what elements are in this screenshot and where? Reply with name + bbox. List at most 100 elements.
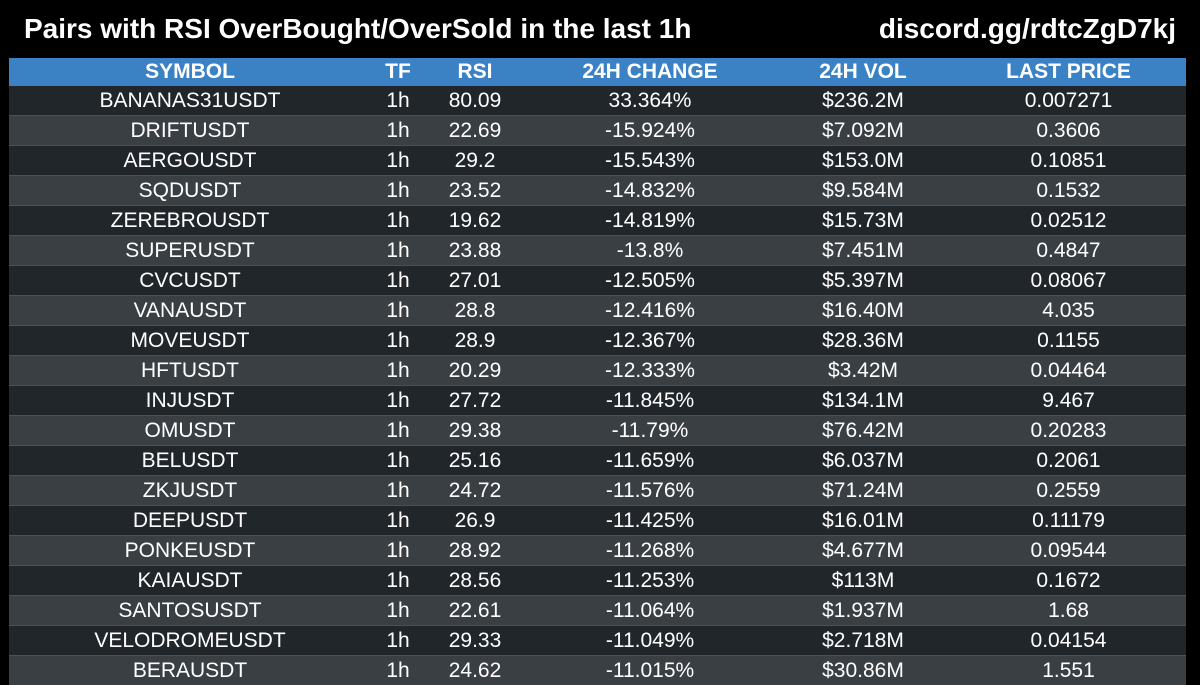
volume-cell: $15.73M [775, 206, 951, 236]
rsi-cell: 28.56 [425, 566, 525, 596]
table-header-row: SYMBOL TF RSI 24H CHANGE 24H VOL LAST PR… [9, 58, 1186, 86]
change-cell: -13.8% [525, 236, 775, 266]
volume-cell: $16.40M [775, 296, 951, 326]
symbol-cell: OMUSDT [9, 416, 371, 446]
symbol-cell: DEEPUSDT [9, 506, 371, 536]
timeframe-cell: 1h [371, 506, 425, 536]
change-cell: 33.364% [525, 86, 775, 116]
rsi-cell: 28.9 [425, 326, 525, 356]
timeframe-cell: 1h [371, 386, 425, 416]
volume-cell: $6.037M [775, 446, 951, 476]
symbol-cell: MOVEUSDT [9, 326, 371, 356]
last-price-cell: 4.035 [951, 296, 1186, 326]
volume-cell: $30.86M [775, 656, 951, 685]
symbol-cell: ZKJUSDT [9, 476, 371, 506]
last-price-cell: 0.10851 [951, 146, 1186, 176]
symbol-cell: AERGOUSDT [9, 146, 371, 176]
timeframe-cell: 1h [371, 206, 425, 236]
timeframe-cell: 1h [371, 236, 425, 266]
rsi-table-container: SYMBOL TF RSI 24H CHANGE 24H VOL LAST PR… [9, 58, 1186, 685]
symbol-cell: SANTOSUSDT [9, 596, 371, 626]
column-header-last-price[interactable]: LAST PRICE [951, 58, 1186, 86]
volume-cell: $9.584M [775, 176, 951, 206]
rsi-cell: 27.01 [425, 266, 525, 296]
symbol-cell: BELUSDT [9, 446, 371, 476]
change-cell: -12.367% [525, 326, 775, 356]
change-cell: -12.416% [525, 296, 775, 326]
change-cell: -14.832% [525, 176, 775, 206]
symbol-cell: DRIFTUSDT [9, 116, 371, 146]
symbol-cell: BANANAS31USDT [9, 86, 371, 116]
last-price-cell: 0.1672 [951, 566, 1186, 596]
rsi-cell: 27.72 [425, 386, 525, 416]
change-cell: -11.253% [525, 566, 775, 596]
column-header-rsi[interactable]: RSI [425, 58, 525, 86]
last-price-cell: 0.09544 [951, 536, 1186, 566]
timeframe-cell: 1h [371, 116, 425, 146]
change-cell: -12.333% [525, 356, 775, 386]
timeframe-cell: 1h [371, 446, 425, 476]
last-price-cell: 0.02512 [951, 206, 1186, 236]
volume-cell: $113M [775, 566, 951, 596]
change-cell: -11.425% [525, 506, 775, 536]
last-price-cell: 0.1155 [951, 326, 1186, 356]
change-cell: -11.576% [525, 476, 775, 506]
volume-cell: $153.0M [775, 146, 951, 176]
symbol-cell: SQDUSDT [9, 176, 371, 206]
symbol-cell: BERAUSDT [9, 656, 371, 685]
rsi-cell: 26.9 [425, 506, 525, 536]
column-header-24h-vol[interactable]: 24H VOL [775, 58, 951, 86]
discord-link[interactable]: discord.gg/rdtcZgD7kj [879, 13, 1176, 45]
last-price-cell: 1.68 [951, 596, 1186, 626]
column-header-24h-change[interactable]: 24H CHANGE [525, 58, 775, 86]
rsi-cell: 22.69 [425, 116, 525, 146]
timeframe-cell: 1h [371, 356, 425, 386]
timeframe-cell: 1h [371, 626, 425, 656]
last-price-cell: 0.08067 [951, 266, 1186, 296]
symbol-cell: VELODROMEUSDT [9, 626, 371, 656]
volume-cell: $236.2M [775, 86, 951, 116]
last-price-cell: 0.04464 [951, 356, 1186, 386]
symbol-cell: VANAUSDT [9, 296, 371, 326]
rsi-cell: 19.62 [425, 206, 525, 236]
last-price-cell: 1.551 [951, 656, 1186, 685]
volume-cell: $134.1M [775, 386, 951, 416]
rsi-cell: 23.88 [425, 236, 525, 266]
rsi-cell: 25.16 [425, 446, 525, 476]
rsi-cell: 24.72 [425, 476, 525, 506]
volume-cell: $28.36M [775, 326, 951, 356]
column-header-tf[interactable]: TF [371, 58, 425, 86]
timeframe-cell: 1h [371, 416, 425, 446]
volume-cell: $3.42M [775, 356, 951, 386]
column-header-symbol[interactable]: SYMBOL [9, 58, 371, 86]
timeframe-cell: 1h [371, 266, 425, 296]
change-cell: -11.659% [525, 446, 775, 476]
change-cell: -14.819% [525, 206, 775, 236]
rsi-cell: 23.52 [425, 176, 525, 206]
volume-cell: $1.937M [775, 596, 951, 626]
last-price-cell: 0.2061 [951, 446, 1186, 476]
symbol-cell: PONKEUSDT [9, 536, 371, 566]
volume-cell: $76.42M [775, 416, 951, 446]
rsi-cell: 24.62 [425, 656, 525, 685]
